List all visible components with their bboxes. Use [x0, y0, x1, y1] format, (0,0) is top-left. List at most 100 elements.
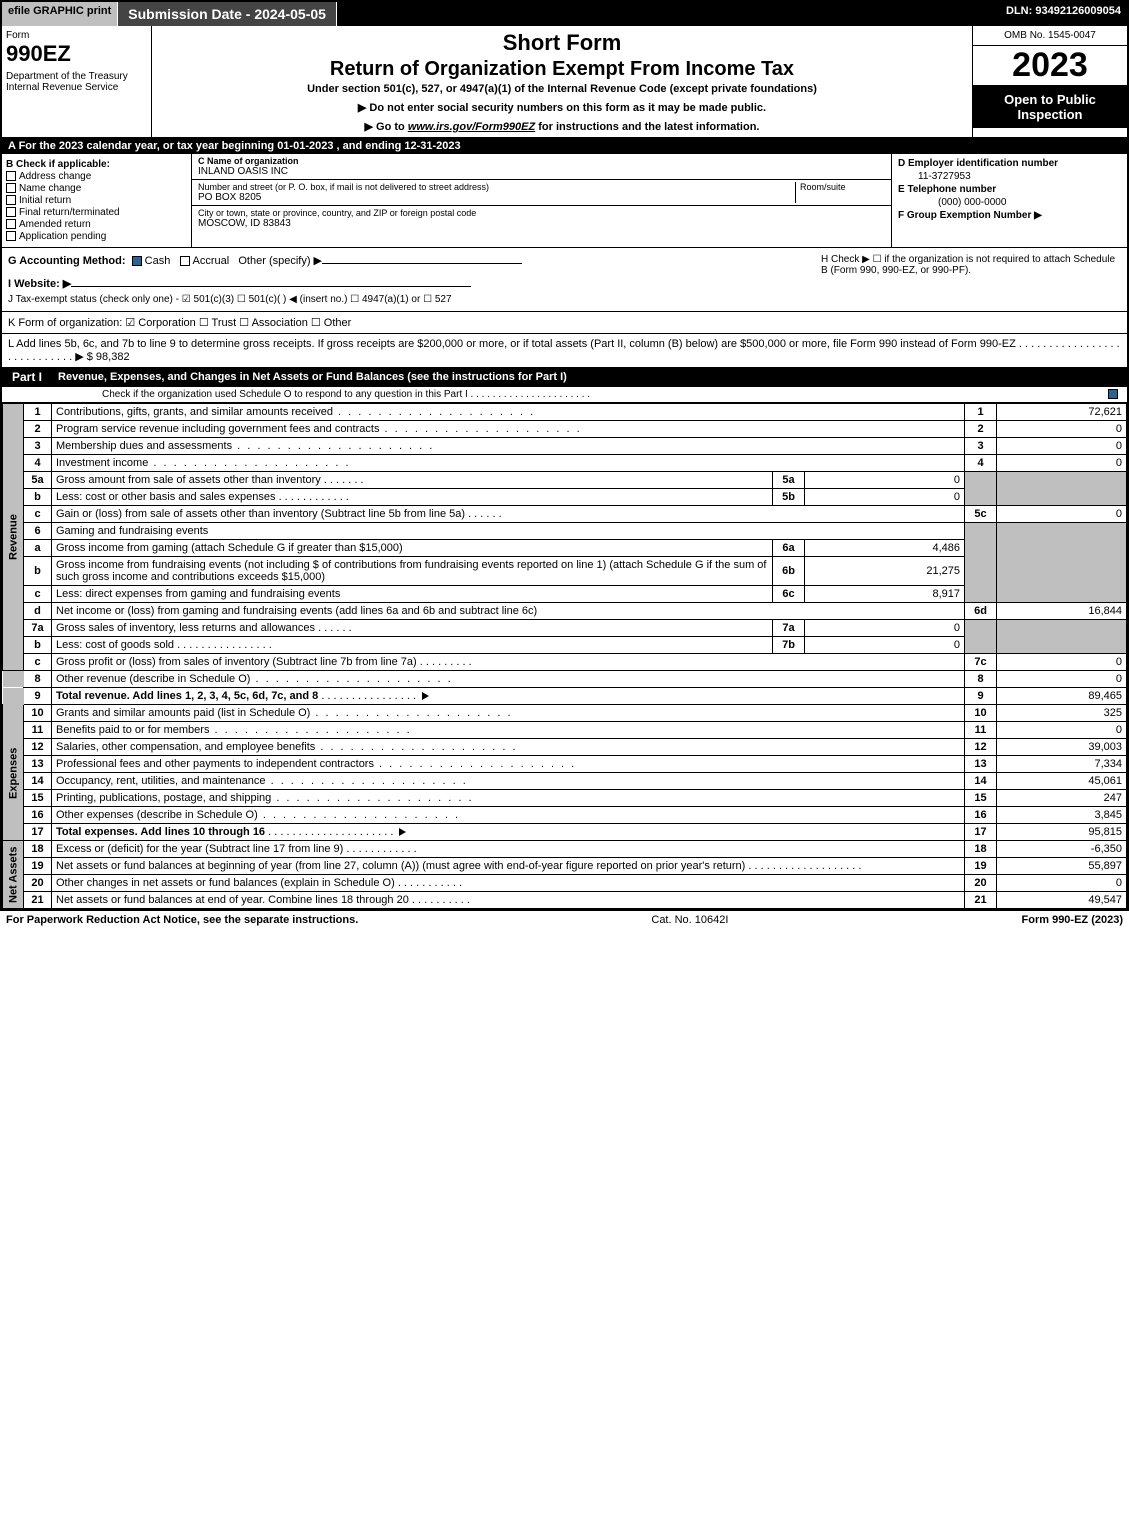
l17-desc: Total expenses. Add lines 10 through 16: [56, 826, 265, 838]
l19-desc: Net assets or fund balances at beginning…: [56, 860, 745, 872]
column-c: C Name of organization INLAND OASIS INC …: [192, 154, 892, 247]
l7a-sub: 7a: [773, 620, 805, 637]
column-d: D Employer identification number 11-3727…: [892, 154, 1127, 247]
header-middle: Short Form Return of Organization Exempt…: [152, 26, 972, 137]
cb-address[interactable]: Address change: [6, 171, 187, 182]
l6a-sv: 4,486: [805, 540, 965, 557]
l18-desc: Excess or (deficit) for the year (Subtra…: [56, 843, 343, 855]
room-label: Room/suite: [800, 182, 885, 192]
revenue-side-label: Revenue: [3, 404, 24, 671]
l6d-box: 6d: [965, 603, 997, 620]
l18-val: -6,350: [997, 841, 1127, 858]
l20-val: 0: [997, 875, 1127, 892]
l14-desc: Occupancy, rent, utilities, and maintena…: [56, 775, 266, 787]
l4-desc: Investment income: [56, 457, 148, 469]
l4-num: 4: [24, 455, 52, 472]
city-label: City or town, state or province, country…: [198, 208, 885, 218]
l6b-desc: Gross income from fundraising events (no…: [52, 557, 773, 586]
l17-num: 17: [24, 824, 52, 841]
l21-desc: Net assets or fund balances at end of ye…: [56, 894, 409, 906]
l10-desc: Grants and similar amounts paid (list in…: [56, 707, 310, 719]
l6c-sub: 6c: [773, 586, 805, 603]
l5a-num: 5a: [24, 472, 52, 489]
cb-final[interactable]: Final return/terminated: [6, 207, 187, 218]
l7a-sv: 0: [805, 620, 965, 637]
l5a-sv: 0: [805, 472, 965, 489]
l6d-val: 16,844: [997, 603, 1127, 620]
l9-box: 9: [965, 688, 997, 705]
l19-box: 19: [965, 858, 997, 875]
l6c-desc: Less: direct expenses from gaming and fu…: [52, 586, 773, 603]
submission-date: Submission Date - 2024-05-05: [118, 2, 337, 26]
tel-label: E Telephone number: [898, 184, 1121, 195]
l2-val: 0: [997, 421, 1127, 438]
cb-pending[interactable]: Application pending: [6, 231, 187, 242]
netassets-side-label: Net Assets: [3, 841, 24, 909]
part1-title: Revenue, Expenses, and Changes in Net As…: [52, 368, 1127, 386]
return-title: Return of Organization Exempt From Incom…: [162, 58, 962, 81]
l21-val: 49,547: [997, 892, 1127, 909]
l11-desc: Benefits paid to or for members: [56, 724, 209, 736]
l8-desc: Other revenue (describe in Schedule O): [56, 673, 250, 685]
column-b: B Check if applicable: Address change Na…: [2, 154, 192, 247]
l3-num: 3: [24, 438, 52, 455]
cb-name[interactable]: Name change: [6, 183, 187, 194]
l15-desc: Printing, publications, postage, and shi…: [56, 792, 271, 804]
l16-num: 16: [24, 807, 52, 824]
l7b-desc: Less: cost of goods sold: [56, 639, 174, 651]
l2-box: 2: [965, 421, 997, 438]
open-to-public: Open to Public Inspection: [973, 86, 1127, 128]
l9-num: 9: [24, 688, 52, 705]
l10-box: 10: [965, 705, 997, 722]
l4-val: 0: [997, 455, 1127, 472]
l6a-num: a: [24, 540, 52, 557]
cash-checkbox[interactable]: [132, 256, 142, 266]
l15-num: 15: [24, 790, 52, 807]
l9-desc: Total revenue. Add lines 1, 2, 3, 4, 5c,…: [56, 690, 318, 702]
arrow-icon: [399, 828, 406, 836]
schedule-o-checkbox[interactable]: [1108, 389, 1118, 399]
cb-amended[interactable]: Amended return: [6, 219, 187, 230]
arrow-icon: [422, 692, 429, 700]
l7c-val: 0: [997, 654, 1127, 671]
l11-box: 11: [965, 722, 997, 739]
l16-box: 16: [965, 807, 997, 824]
part1-sub: Check if the organization used Schedule …: [2, 387, 1127, 403]
l5c-box: 5c: [965, 506, 997, 523]
l12-box: 12: [965, 739, 997, 756]
footer-mid: Cat. No. 10642I: [651, 914, 728, 926]
l6a-sub: 6a: [773, 540, 805, 557]
irs-link[interactable]: www.irs.gov/Form990EZ: [408, 121, 535, 133]
l20-num: 20: [24, 875, 52, 892]
l3-box: 3: [965, 438, 997, 455]
top-bar: efile GRAPHIC print Submission Date - 20…: [2, 2, 1127, 26]
row-k: K Form of organization: ☑ Corporation ☐ …: [2, 312, 1127, 334]
page-footer: For Paperwork Reduction Act Notice, see …: [0, 911, 1129, 929]
l7b-sub: 7b: [773, 637, 805, 654]
l14-val: 45,061: [997, 773, 1127, 790]
l7b-sv: 0: [805, 637, 965, 654]
l19-val: 55,897: [997, 858, 1127, 875]
expenses-side-label: Expenses: [3, 705, 24, 841]
l5b-desc: Less: cost or other basis and sales expe…: [56, 491, 276, 503]
l5b-sv: 0: [805, 489, 965, 506]
l21-box: 21: [965, 892, 997, 909]
row-gh: G Accounting Method: Cash Accrual Other …: [2, 248, 1127, 312]
l5c-val: 0: [997, 506, 1127, 523]
accounting-method: G Accounting Method: Cash Accrual Other …: [8, 254, 821, 267]
l13-num: 13: [24, 756, 52, 773]
efile-print-button[interactable]: efile GRAPHIC print: [2, 2, 118, 26]
l7a-num: 7a: [24, 620, 52, 637]
cb-initial[interactable]: Initial return: [6, 195, 187, 206]
row-l: L Add lines 5b, 6c, and 7b to line 9 to …: [2, 334, 1127, 367]
l20-desc: Other changes in net assets or fund bala…: [56, 877, 395, 889]
l12-val: 39,003: [997, 739, 1127, 756]
department-label: Department of the Treasury Internal Reve…: [6, 71, 147, 93]
l3-val: 0: [997, 438, 1127, 455]
l6c-sv: 8,917: [805, 586, 965, 603]
l19-num: 19: [24, 858, 52, 875]
accrual-checkbox[interactable]: [180, 256, 190, 266]
l15-box: 15: [965, 790, 997, 807]
header-row: Form 990EZ Department of the Treasury In…: [2, 26, 1127, 138]
ein-label: D Employer identification number: [898, 158, 1121, 169]
